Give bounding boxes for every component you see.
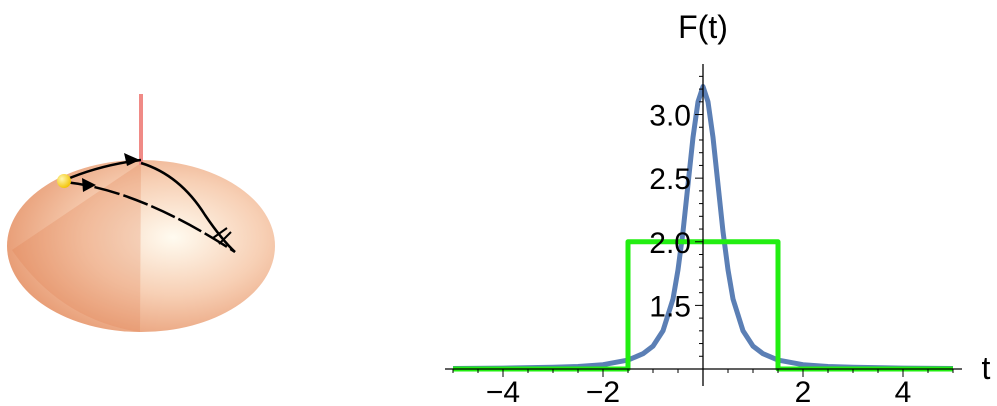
x-tick-label: 4 [895,376,912,406]
chart: −4 −2 2 4 1.5 2.0 2.5 3.0 F(t) t [445,9,991,406]
x-axis-label: t [982,350,991,386]
arrowhead-upper [124,153,140,166]
arrowhead-lower [82,178,96,192]
axes: −4 −2 2 4 1.5 2.0 2.5 3.0 [445,64,962,406]
x-tick-label: −4 [486,376,520,406]
cone-shading [12,163,141,332]
y-tick-label: 1.5 [649,290,691,323]
cone-illustration [7,94,275,332]
trajectory-long [140,161,236,253]
x-tick-label: −2 [586,376,620,406]
cone-disk [7,160,275,332]
x-tick-label: 2 [795,376,812,406]
y-tick-label: 2.0 [649,227,691,260]
turn-marker [212,227,232,245]
ball [57,174,71,188]
y-tick-label: 2.5 [649,163,691,196]
y-axis-label: F(t) [678,9,728,45]
y-tick-label: 3.0 [649,100,691,133]
